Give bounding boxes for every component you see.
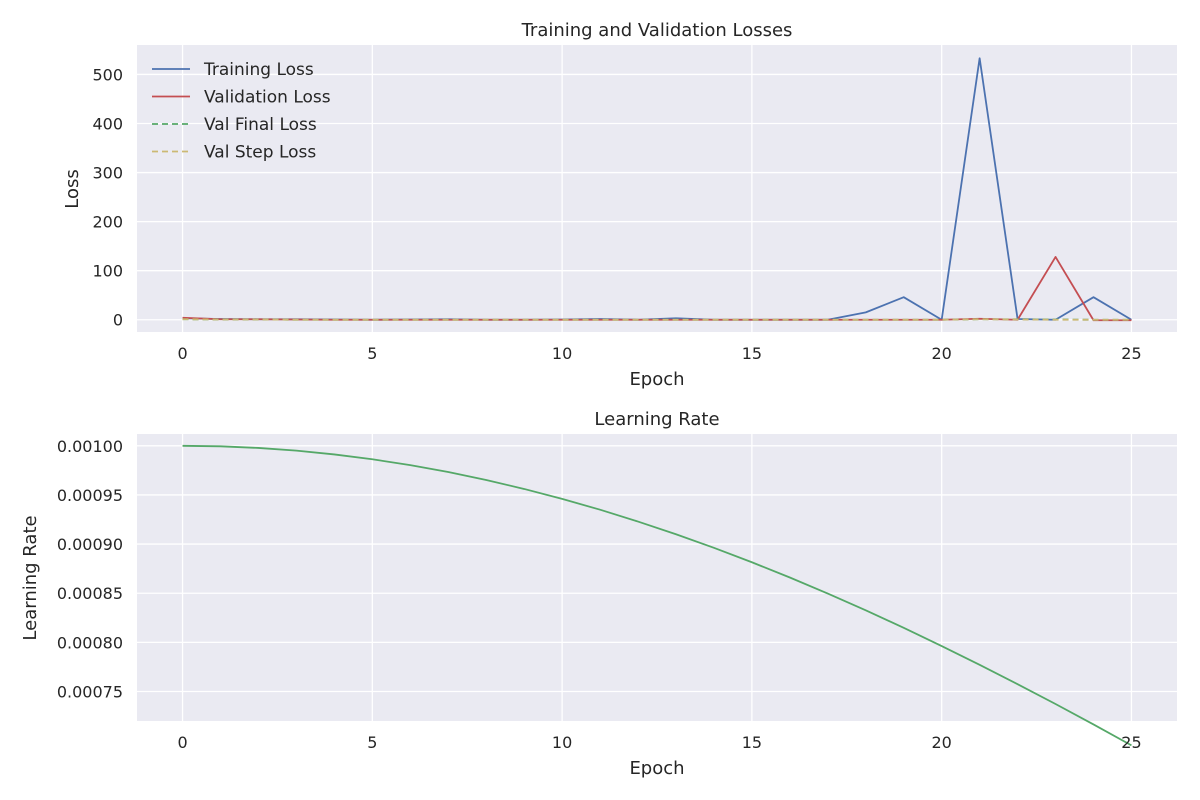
loss-ticks: 0 5 10 15 20 25 0 100 200 300 400 500: [92, 65, 1141, 363]
loss-x-tick-label: 20: [931, 344, 951, 363]
loss-x-tick-label: 5: [367, 344, 377, 363]
loss-plot-area: [137, 45, 1177, 332]
loss-y-tick-label: 200: [92, 213, 123, 232]
loss-x-tick-label: 25: [1121, 344, 1141, 363]
legend-label: Validation Loss: [204, 88, 331, 108]
loss-y-axis-label: Loss: [62, 169, 83, 208]
loss-y-tick-label: 400: [92, 114, 123, 133]
loss-x-tick-label: 10: [552, 344, 572, 363]
lr-y-tick-label: 0.00080: [57, 633, 123, 652]
lr-y-tick-label: 0.00100: [57, 437, 123, 456]
loss-chart: 0 5 10 15 20 25 0 100 200 300 400 500 Training and …: [62, 20, 1177, 390]
loss-y-tick-label: 100: [92, 262, 123, 281]
lr-ticks: 0 5 10 15 20 25 0.00075 0.00080 0.00085 0.00090 0.…: [57, 437, 1142, 752]
lr-x-tick-label: 10: [552, 733, 572, 752]
lr-x-tick-label: 0: [177, 733, 187, 752]
loss-y-tick-label: 500: [92, 65, 123, 84]
lr-chart-title: Learning Rate: [594, 409, 719, 430]
loss-chart-title: Training and Validation Losses: [521, 20, 793, 41]
lr-grid: [137, 434, 1177, 721]
lr-y-tick-label: 0.00090: [57, 535, 123, 554]
loss-legend: Training Loss Validation Loss Val Final Lo…: [152, 60, 331, 163]
learning-rate-chart: 0 5 10 15 20 25 0.00075 0.00080 0.00085 0.00090 0.…: [20, 409, 1177, 779]
loss-x-tick-label: 0: [177, 344, 187, 363]
lr-series: [182, 444, 1132, 747]
lr-x-tick-label: 20: [931, 733, 951, 752]
lr-x-axis-label: Epoch: [629, 758, 684, 779]
loss-y-tick-label: 300: [92, 164, 123, 183]
loss-y-tick-label: 0: [113, 311, 123, 330]
lr-y-tick-label: 0.00075: [57, 683, 123, 702]
lr-y-tick-label: 0.00085: [57, 584, 123, 603]
lr-y-tick-label: 0.00095: [57, 486, 123, 505]
legend-label: Val Step Loss: [204, 143, 316, 163]
loss-series-line-val-step-loss: [182, 318, 1132, 321]
legend-label: Training Loss: [203, 60, 314, 80]
loss-series: [182, 57, 1132, 322]
lr-x-tick-label: 25: [1121, 733, 1141, 752]
lr-x-tick-label: 5: [367, 733, 377, 752]
lr-x-tick-label: 15: [742, 733, 762, 752]
lr-series-line-0: [182, 444, 1132, 747]
legend-label: Val Final Loss: [204, 115, 317, 135]
loss-x-tick-label: 15: [742, 344, 762, 363]
lr-plot-area: [137, 434, 1177, 721]
lr-y-axis-label: Learning Rate: [20, 515, 41, 640]
loss-x-axis-label: Epoch: [629, 369, 684, 390]
